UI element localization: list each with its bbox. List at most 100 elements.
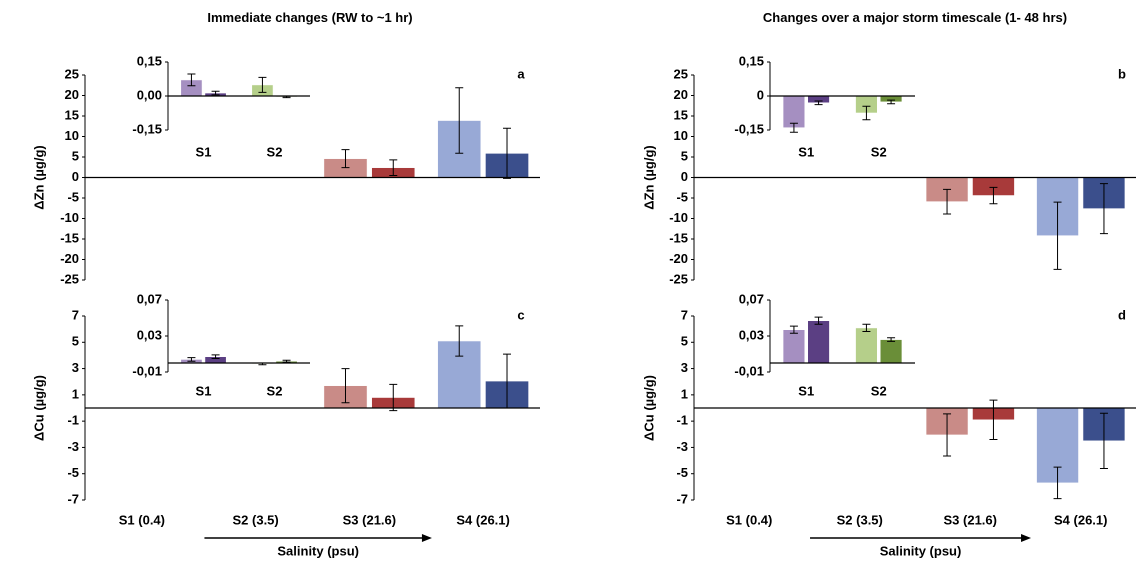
y-axis-label: ΔZn (µg/g): [641, 145, 656, 209]
x-axis-label: Salinity (psu): [277, 543, 359, 558]
error-bar: [814, 100, 823, 106]
error-bar: [814, 316, 823, 325]
x-tick-label: S2 (3.5): [837, 512, 883, 527]
y-tick-label: -5: [67, 189, 79, 204]
chart-title: Immediate changes (RW to ~1 hr): [207, 10, 413, 25]
error-bar: [211, 90, 220, 96]
inset-y-tick-label: 0,00: [137, 87, 162, 102]
inset-x-tick-label: S1: [196, 144, 212, 159]
y-tick-label: -5: [676, 189, 688, 204]
y-tick-label: 7: [72, 307, 79, 322]
inset-y-tick-label: -0,15: [734, 121, 764, 136]
error-bar: [789, 325, 798, 334]
inset-x-tick-label: S1: [196, 383, 212, 398]
y-tick-label: 5: [72, 148, 79, 163]
error-bar: [455, 325, 464, 357]
error-bar: [943, 188, 952, 215]
y-tick-label: -10: [669, 210, 688, 225]
y-tick-label: 10: [674, 128, 688, 143]
y-tick-label: 0: [681, 169, 688, 184]
y-tick-label: 15: [65, 107, 79, 122]
x-tick-label: S1 (0.4): [726, 512, 772, 527]
error-bar: [389, 383, 398, 412]
y-tick-label: -25: [60, 271, 79, 286]
y-tick-label: 15: [674, 107, 688, 122]
error-bar: [389, 159, 398, 176]
inset-y-tick-label: -0,01: [734, 363, 764, 378]
y-tick-label: -5: [676, 465, 688, 480]
x-arrow-head: [1021, 534, 1032, 542]
y-tick-label: -10: [60, 210, 79, 225]
x-arrow-head: [421, 534, 432, 542]
error-bar: [1053, 466, 1062, 500]
y-tick-label: -3: [676, 439, 688, 454]
y-tick-label: -15: [60, 230, 79, 245]
error-bar: [258, 76, 267, 93]
y-tick-label: 1: [681, 386, 688, 401]
inset-y-tick-label: -0,01: [132, 363, 162, 378]
error-bar: [943, 413, 952, 457]
bar: [807, 320, 830, 364]
error-bar: [1099, 183, 1108, 235]
inset-x-tick-label: S2: [267, 144, 283, 159]
x-tick-label: S2 (3.5): [233, 512, 279, 527]
error-bar: [187, 73, 196, 87]
inset-x-tick-label: S1: [798, 144, 814, 159]
x-tick-label: S4 (26.1): [1054, 512, 1107, 527]
x-tick-label: S4 (26.1): [456, 512, 509, 527]
error-bar: [341, 368, 350, 404]
error-bar: [989, 186, 998, 205]
error-bar: [862, 105, 871, 121]
inset-x-tick-label: S2: [267, 383, 283, 398]
y-tick-label: -20: [60, 251, 79, 266]
bar: [855, 327, 878, 364]
y-tick-label: 10: [65, 128, 79, 143]
y-tick-label: -15: [669, 230, 688, 245]
error-bar: [1053, 201, 1062, 270]
y-tick-label: 5: [72, 334, 79, 349]
inset-y-tick-label: 0,15: [137, 53, 162, 68]
y-tick-label: 0: [72, 169, 79, 184]
error-bar: [455, 87, 464, 154]
error-bar: [789, 122, 798, 133]
y-tick-label: 25: [674, 66, 688, 81]
chart-title: Changes over a major storm timescale (1-…: [762, 10, 1068, 25]
inset-y-tick-label: 0,03: [739, 327, 764, 342]
panel-label: a: [517, 66, 525, 81]
y-tick-label: -1: [67, 413, 79, 428]
inset-x-tick-label: S2: [871, 383, 887, 398]
error-bar: [989, 399, 998, 441]
x-tick-label: S1 (0.4): [119, 512, 165, 527]
error-bar: [887, 337, 896, 342]
error-bar: [341, 149, 350, 169]
error-bar: [503, 127, 512, 179]
inset-y-tick-label: 0,03: [137, 327, 162, 342]
inset-y-tick-label: 0,15: [739, 53, 764, 68]
x-tick-label: S3 (21.6): [343, 512, 396, 527]
error-bar: [1099, 412, 1108, 469]
y-axis-label: ΔZn (µg/g): [31, 145, 46, 209]
panel-label: b: [1118, 66, 1126, 81]
y-tick-label: 7: [681, 307, 688, 322]
inset-x-tick-label: S2: [871, 144, 887, 159]
y-tick-label: -7: [67, 491, 79, 506]
y-tick-label: 20: [65, 87, 79, 102]
y-tick-label: -7: [676, 491, 688, 506]
error-bar: [862, 323, 871, 332]
inset-x-tick-label: S1: [798, 383, 814, 398]
error-bar: [282, 359, 291, 363]
error-bar: [187, 357, 196, 362]
inset-y-tick-label: -0,15: [132, 121, 162, 136]
y-tick-label: -1: [676, 413, 688, 428]
y-tick-label: -5: [67, 465, 79, 480]
y-tick-label: 3: [681, 360, 688, 375]
y-tick-label: 25: [65, 66, 79, 81]
bar: [782, 329, 806, 364]
y-tick-label: 1: [72, 386, 79, 401]
bar: [879, 339, 903, 364]
error-bar: [211, 354, 220, 359]
inset-y-tick-label: 0: [757, 87, 764, 102]
inset-y-tick-label: 0,07: [739, 291, 764, 306]
